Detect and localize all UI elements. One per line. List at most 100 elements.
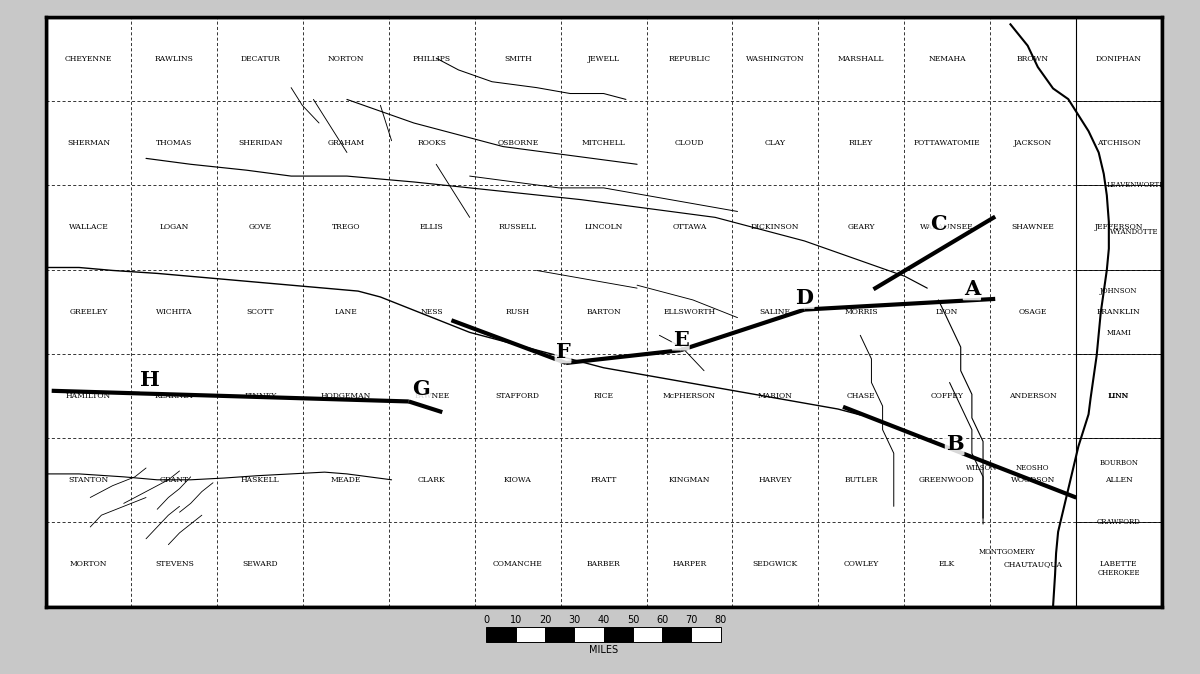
Text: 60: 60 [656,615,668,625]
Text: SEWARD: SEWARD [242,561,278,568]
Text: HODGEMAN: HODGEMAN [320,392,371,400]
Text: RAWLINS: RAWLINS [155,55,194,63]
Bar [662,627,691,642]
Text: DONIPHAN: DONIPHAN [1096,55,1141,63]
Bar [604,627,632,642]
Text: STAFFORD: STAFFORD [496,392,540,400]
Bar [516,627,545,642]
Text: 40: 40 [598,615,610,625]
Text: SHAWNEE: SHAWNEE [1012,224,1055,231]
Text: SMITH: SMITH [504,55,532,63]
Text: RUSH: RUSH [505,308,530,315]
Text: ATCHISON: ATCHISON [1097,140,1140,147]
Text: BARBER: BARBER [587,561,620,568]
Text: HARPER: HARPER [672,561,707,568]
Text: THOMAS: THOMAS [156,140,192,147]
Text: ELLSWORTH: ELLSWORTH [664,308,715,315]
Text: LINN: LINN [1108,392,1129,400]
Text: BROWN: BROWN [1016,55,1049,63]
Text: A: A [964,279,980,299]
Text: RICE: RICE [594,392,613,400]
Text: SHERIDAN: SHERIDAN [238,140,282,147]
Text: SALINE: SALINE [760,308,791,315]
Text: LINCOLN: LINCOLN [584,224,623,231]
Bar [575,627,604,642]
Text: NORTON: NORTON [328,55,365,63]
Text: PRATT: PRATT [590,477,617,484]
Text: 0: 0 [484,615,490,625]
Text: 70: 70 [685,615,697,625]
Text: TREGO: TREGO [332,224,360,231]
Text: HAMILTON: HAMILTON [66,392,112,400]
Text: WYANDOTTE: WYANDOTTE [1110,228,1158,236]
Text: E: E [673,330,689,350]
Text: LEAVENWORTH: LEAVENWORTH [1106,181,1165,189]
Text: COWLEY: COWLEY [844,561,878,568]
Text: RUSSELL: RUSSELL [499,224,536,231]
Text: MARION: MARION [758,392,793,400]
Text: MEADE: MEADE [331,477,361,484]
Text: 30: 30 [568,615,581,625]
Text: 10: 10 [510,615,522,625]
Text: GRANT: GRANT [160,477,188,484]
Text: NEOSHO: NEOSHO [1016,464,1050,472]
Text: GOVE: GOVE [248,224,271,231]
Text: MORRIS: MORRIS [845,308,878,315]
Text: ROOKS: ROOKS [418,140,446,147]
Text: MILES: MILES [589,646,618,655]
Bar [545,627,575,642]
Text: McPHERSON: McPHERSON [662,392,716,400]
Text: CHEROKEE: CHEROKEE [1098,569,1140,577]
Text: LINN: LINN [1109,392,1128,400]
Text: WASHINGTON: WASHINGTON [746,55,805,63]
Text: HARVEY: HARVEY [758,477,792,484]
Text: CHEYENNE: CHEYENNE [65,55,113,63]
Text: FRANKLIN: FRANKLIN [1097,308,1140,315]
Text: CLOUD: CLOUD [674,140,704,147]
Text: GEARY: GEARY [847,224,875,231]
Text: NESS: NESS [420,308,443,315]
Bar [486,627,516,642]
Text: OSBORNE: OSBORNE [497,140,539,147]
Text: ELK: ELK [938,561,955,568]
Text: DECATUR: DECATUR [240,55,280,63]
Text: WICHITA: WICHITA [156,308,193,315]
Text: BUTLER: BUTLER [845,477,878,484]
Text: GREELEY: GREELEY [70,308,108,315]
Text: C: C [930,214,947,234]
Text: JEWELL: JEWELL [588,55,619,63]
Bar [691,627,721,642]
Text: SCOTT: SCOTT [246,308,274,315]
Text: CLARK: CLARK [418,477,445,484]
Text: KINGMAN: KINGMAN [668,477,710,484]
Text: COFFEY: COFFEY [930,392,964,400]
Text: MONTGOMERY: MONTGOMERY [979,548,1036,556]
Text: FINNEY: FINNEY [244,392,276,400]
Text: D: D [796,288,814,308]
Text: WOODSON: WOODSON [1010,477,1055,484]
Text: GRAHAM: GRAHAM [328,140,365,147]
Text: WABAUNSEE: WABAUNSEE [920,224,973,231]
Text: REPUBLIC: REPUBLIC [668,55,710,63]
Text: CLAY: CLAY [764,140,786,147]
Bar [632,627,662,642]
Text: JOHNSON: JOHNSON [1100,286,1138,295]
Text: DICKINSON: DICKINSON [751,224,799,231]
Text: LABETTE: LABETTE [1100,561,1138,568]
Text: 80: 80 [715,615,727,625]
Text: JACKSON: JACKSON [1014,140,1052,147]
Text: BOURBON: BOURBON [1099,460,1138,467]
Text: MORTON: MORTON [70,561,107,568]
Text: LANE: LANE [335,308,358,315]
Text: LOGAN: LOGAN [160,224,190,231]
Text: 20: 20 [539,615,551,625]
Text: KIOWA: KIOWA [504,477,532,484]
Text: STANTON: STANTON [68,477,109,484]
Text: NEMAHA: NEMAHA [928,55,966,63]
Text: SEDGWICK: SEDGWICK [752,561,798,568]
Text: SHERMAN: SHERMAN [67,140,110,147]
Text: OSAGE: OSAGE [1019,308,1048,315]
Text: BARTON: BARTON [587,308,620,315]
Text: F: F [556,342,570,363]
Text: 50: 50 [626,615,640,625]
